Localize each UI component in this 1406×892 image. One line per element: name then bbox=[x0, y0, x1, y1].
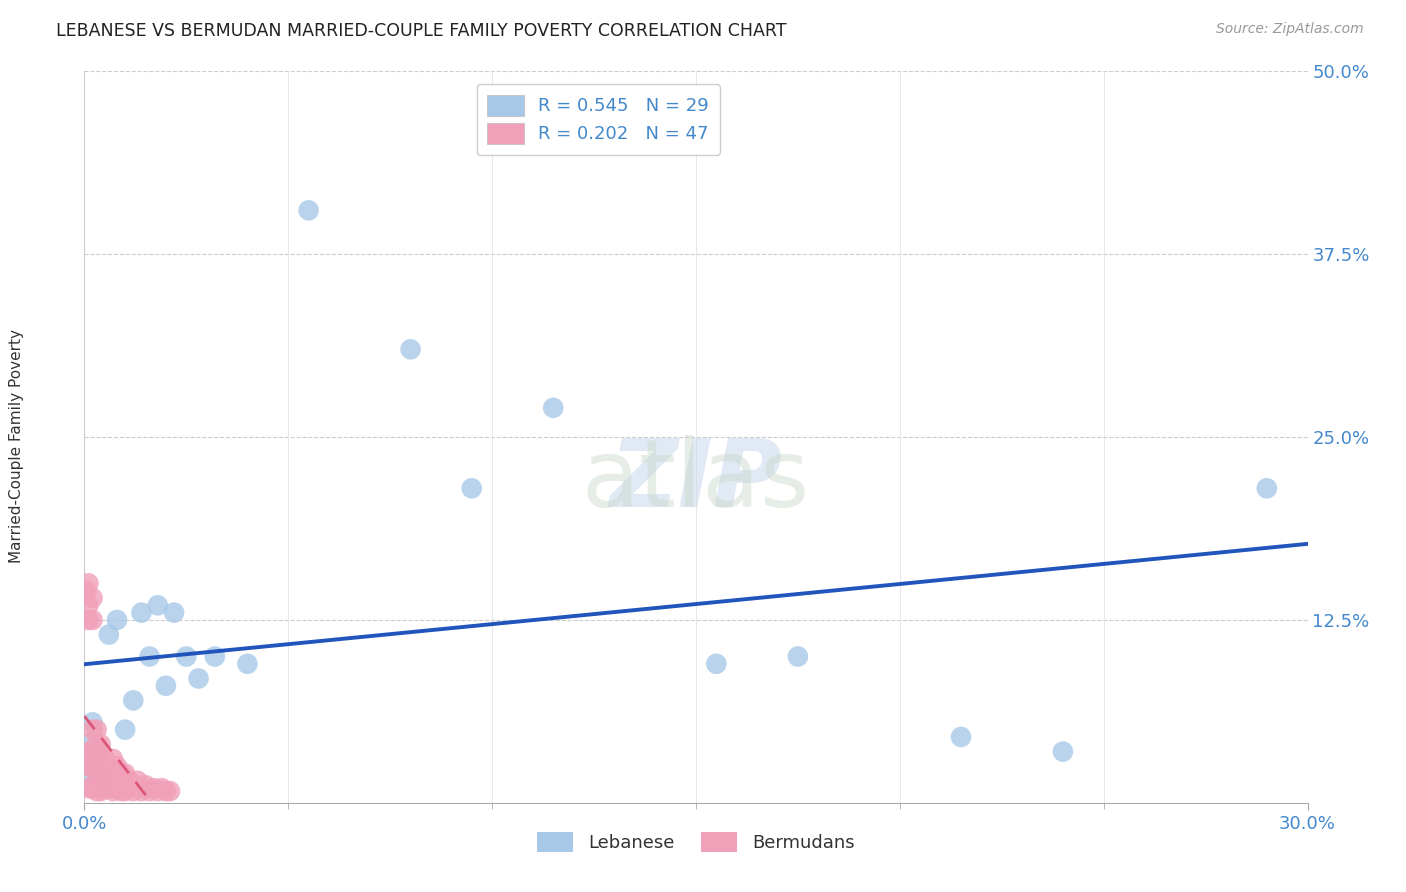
Point bbox=[118, 773, 141, 788]
Point bbox=[138, 649, 160, 664]
Text: atlas: atlas bbox=[582, 435, 810, 527]
Point bbox=[163, 606, 186, 620]
Point bbox=[86, 737, 108, 751]
Point bbox=[82, 715, 104, 730]
Point bbox=[122, 693, 145, 707]
Point bbox=[86, 766, 108, 780]
Point bbox=[135, 778, 157, 792]
Point bbox=[86, 745, 108, 759]
Legend: Lebanese, Bermudans: Lebanese, Bermudans bbox=[530, 824, 862, 860]
Point bbox=[77, 759, 100, 773]
Point bbox=[105, 613, 128, 627]
Point bbox=[138, 784, 160, 798]
Point bbox=[97, 759, 120, 773]
Point bbox=[77, 745, 100, 759]
Point bbox=[90, 766, 112, 780]
Point bbox=[82, 781, 104, 796]
Point bbox=[75, 583, 97, 598]
Point bbox=[93, 781, 115, 796]
Point bbox=[399, 343, 422, 357]
Point bbox=[787, 649, 810, 664]
Point bbox=[77, 781, 100, 796]
Point bbox=[82, 723, 104, 737]
Point bbox=[1052, 745, 1074, 759]
Point bbox=[93, 781, 115, 796]
Point bbox=[131, 606, 153, 620]
Point bbox=[77, 576, 100, 591]
Point bbox=[82, 591, 104, 605]
Point bbox=[142, 781, 165, 796]
Point bbox=[127, 773, 149, 788]
Text: Married-Couple Family Poverty: Married-Couple Family Poverty bbox=[10, 329, 24, 563]
Text: LEBANESE VS BERMUDAN MARRIED-COUPLE FAMILY POVERTY CORRELATION CHART: LEBANESE VS BERMUDAN MARRIED-COUPLE FAMI… bbox=[56, 22, 787, 40]
Point bbox=[298, 203, 321, 218]
Point bbox=[114, 723, 136, 737]
Point bbox=[146, 784, 169, 798]
Point bbox=[204, 649, 226, 664]
Point bbox=[187, 672, 209, 686]
Point bbox=[97, 781, 120, 796]
Point bbox=[90, 737, 112, 751]
Point bbox=[90, 752, 112, 766]
Point bbox=[155, 784, 177, 798]
Point bbox=[93, 752, 115, 766]
Point bbox=[105, 759, 128, 773]
Point bbox=[706, 657, 728, 671]
Point bbox=[155, 679, 177, 693]
Point bbox=[86, 723, 108, 737]
Point bbox=[543, 401, 565, 415]
Point bbox=[82, 613, 104, 627]
Point bbox=[105, 781, 128, 796]
Point bbox=[86, 784, 108, 798]
Point bbox=[82, 759, 104, 773]
Point bbox=[150, 781, 173, 796]
Point bbox=[174, 649, 197, 664]
Point bbox=[101, 752, 124, 766]
Point bbox=[146, 599, 169, 613]
Point bbox=[114, 766, 136, 780]
Point bbox=[82, 759, 104, 773]
Point bbox=[122, 784, 145, 798]
Point bbox=[1256, 481, 1278, 495]
Point bbox=[159, 784, 181, 798]
Point bbox=[77, 737, 100, 751]
Point bbox=[131, 784, 153, 798]
Point bbox=[110, 784, 132, 798]
Point bbox=[93, 766, 115, 780]
Point bbox=[461, 481, 484, 495]
Point bbox=[77, 766, 100, 780]
Point bbox=[82, 745, 104, 759]
Point bbox=[101, 784, 124, 798]
Text: Source: ZipAtlas.com: Source: ZipAtlas.com bbox=[1216, 22, 1364, 37]
Point bbox=[77, 599, 100, 613]
Point bbox=[236, 657, 259, 671]
Point bbox=[950, 730, 973, 744]
Point bbox=[110, 766, 132, 780]
Point bbox=[114, 784, 136, 798]
Text: ZIP: ZIP bbox=[610, 435, 782, 527]
Point bbox=[86, 752, 108, 766]
Point bbox=[97, 627, 120, 641]
Point bbox=[90, 766, 112, 780]
Point bbox=[77, 613, 100, 627]
Point bbox=[101, 766, 124, 780]
Point bbox=[90, 784, 112, 798]
